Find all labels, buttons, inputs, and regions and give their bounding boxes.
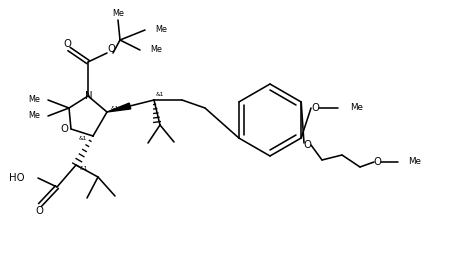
Text: O: O — [311, 103, 319, 113]
Text: O: O — [35, 206, 43, 216]
Text: &1: &1 — [111, 105, 119, 111]
Text: O: O — [303, 140, 311, 150]
Text: Me: Me — [28, 96, 40, 104]
Text: O: O — [63, 39, 71, 49]
Text: &1: &1 — [156, 91, 164, 97]
Text: O: O — [107, 44, 115, 54]
Text: Me: Me — [350, 104, 363, 112]
Text: Me: Me — [112, 10, 124, 18]
Text: &1: &1 — [79, 136, 87, 141]
Text: Me: Me — [150, 46, 162, 54]
Text: Me: Me — [408, 157, 421, 167]
Text: &1: &1 — [80, 166, 88, 170]
Text: Me: Me — [28, 112, 40, 120]
Text: O: O — [60, 124, 68, 134]
Text: Me: Me — [155, 25, 167, 33]
Text: HO: HO — [10, 173, 25, 183]
Text: O: O — [373, 157, 381, 167]
Text: N: N — [85, 91, 93, 101]
Polygon shape — [107, 103, 131, 112]
